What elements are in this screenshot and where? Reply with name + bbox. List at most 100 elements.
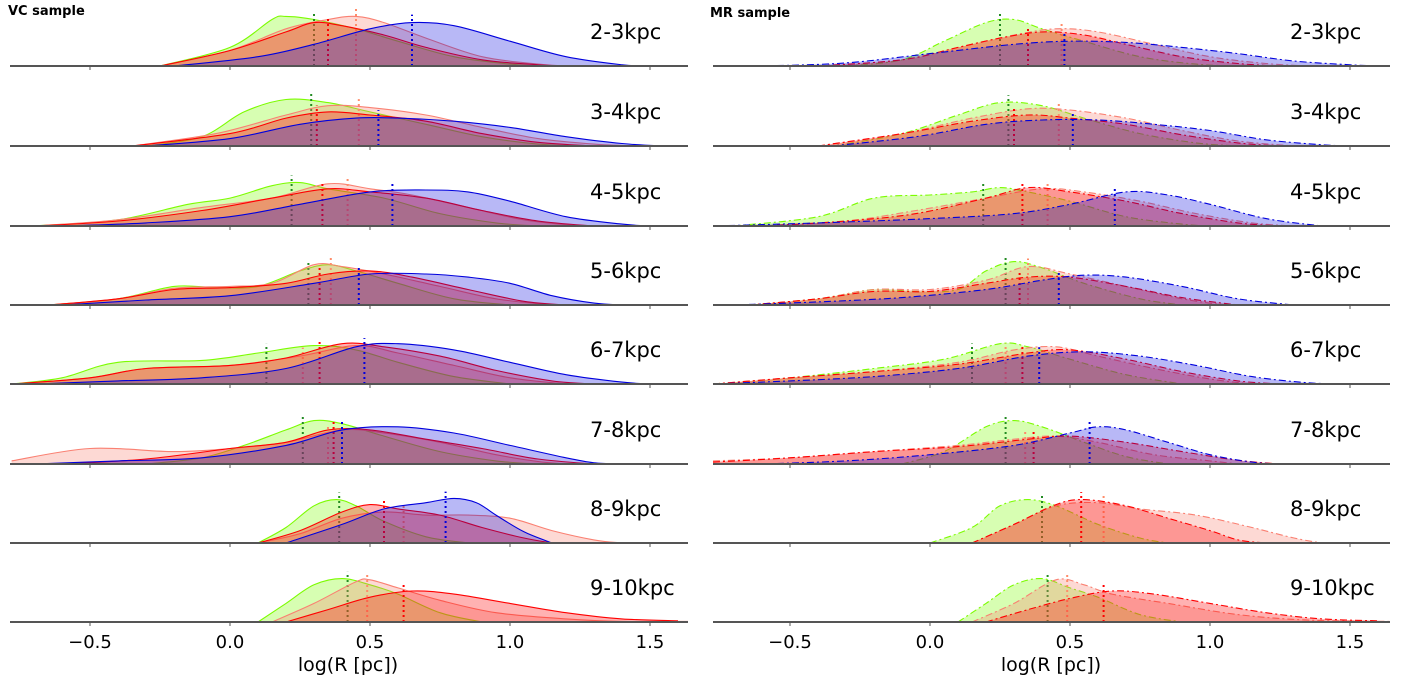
density-line-salmon xyxy=(131,104,637,147)
density-area-blue xyxy=(713,351,1350,384)
panel-title-vc: VC sample xyxy=(8,4,85,19)
density-area-red xyxy=(62,428,594,464)
density-line-salmon xyxy=(159,15,567,67)
density-area-blue xyxy=(146,117,664,146)
density-line-salmon xyxy=(817,28,1309,67)
density-line-blue xyxy=(831,118,1351,147)
density-line-green xyxy=(159,15,539,67)
density-line-red xyxy=(257,503,553,544)
x-tick-label: 1.5 xyxy=(1336,632,1365,653)
row-label: 7-8kpc xyxy=(1290,418,1361,442)
density-line-red xyxy=(817,31,1281,67)
density-area-salmon xyxy=(972,502,1322,543)
ridge-mr-1: 3-4kpc xyxy=(713,95,1390,150)
ridge-vc-5: 7-8kpc xyxy=(10,416,688,468)
x-tick-label: −0.5 xyxy=(768,632,812,653)
density-line-red xyxy=(761,186,1281,227)
density-area-red xyxy=(713,436,1280,464)
density-area-green xyxy=(930,499,1168,543)
density-line-salmon xyxy=(47,263,553,306)
density-line-blue xyxy=(761,426,1281,465)
density-line-salmon xyxy=(971,501,1323,544)
panel-mr: MR sample log(R [pc]) xyxy=(710,6,1101,676)
row-label: 6-7kpc xyxy=(590,338,661,362)
density-area-salmon xyxy=(818,108,1294,146)
density-area-red xyxy=(258,504,552,543)
ridge-mr-4: 6-7kpc xyxy=(712,338,1390,388)
density-area-green xyxy=(258,499,468,543)
density-area-salmon xyxy=(748,266,1224,305)
density-line-blue xyxy=(61,272,623,306)
density-line-blue xyxy=(712,351,1351,385)
density-area-blue xyxy=(34,426,622,464)
plot-vc: 2-3kpc 3-4kpc 4-5kpc 5-6kpc 6-7kpc 7-8kpc 8-9k… xyxy=(10,8,689,653)
x-tick-label: 0.5 xyxy=(356,632,385,653)
ridge-mr-2: 4-5kpc xyxy=(712,180,1390,230)
row-label: 6-7kpc xyxy=(1290,338,1361,362)
density-line-blue xyxy=(33,426,623,465)
x-tick-label: 0.0 xyxy=(216,632,245,653)
density-line-red xyxy=(131,111,595,147)
density-area-blue xyxy=(34,343,650,384)
density-area-salmon xyxy=(11,345,567,384)
row-label: 4-5kpc xyxy=(1290,180,1361,204)
row-label: 9-10kpc xyxy=(590,576,675,600)
density-line-red xyxy=(11,342,595,385)
density-area-red xyxy=(132,111,594,146)
density-area-red xyxy=(762,187,1280,226)
density-line-red xyxy=(61,427,595,465)
density-line-salmon xyxy=(271,578,689,623)
density-area-blue xyxy=(713,191,1322,226)
density-line-red xyxy=(47,270,567,306)
ridge-mr-0: 2-3kpc xyxy=(713,13,1390,70)
density-line-red xyxy=(712,349,1281,385)
plot-mr: 2-3kpc 3-4kpc 4-5kpc 5-6kpc 6-7kpc 7-8kpc 8-9k… xyxy=(712,13,1391,653)
density-line-blue xyxy=(173,21,651,67)
row-label: 8-9kpc xyxy=(590,497,661,521)
ridge-mr-5: 7-8kpc xyxy=(712,414,1390,468)
density-area-salmon xyxy=(818,28,1308,66)
density-area-green xyxy=(832,102,1238,146)
density-line-blue xyxy=(61,189,651,227)
density-area-red xyxy=(818,114,1280,146)
density-area-blue xyxy=(62,273,622,305)
density-line-red xyxy=(817,114,1281,147)
density-area-blue xyxy=(62,189,650,226)
density-area-green xyxy=(160,15,538,67)
density-line-blue xyxy=(761,40,1379,67)
density-area-green xyxy=(48,264,510,305)
density-area-green xyxy=(34,182,538,226)
xlabel-vc: log(R [pc]) xyxy=(298,654,398,676)
density-line-blue xyxy=(733,274,1295,306)
row-label: 8-9kpc xyxy=(1290,497,1361,521)
ridge-vc-3: 5-6kpc xyxy=(10,257,688,309)
row-label: 7-8kpc xyxy=(590,418,661,442)
density-line-green xyxy=(957,578,1183,623)
x-tick-label: 0.5 xyxy=(1056,632,1085,653)
density-line-blue xyxy=(285,497,553,544)
density-area-red xyxy=(972,499,1266,543)
density-line-red xyxy=(971,499,1267,544)
density-line-green xyxy=(145,419,539,465)
density-area-green xyxy=(11,345,510,384)
x-tick-label: 1.0 xyxy=(496,632,525,653)
ridge-vc-0: 2-3kpc xyxy=(10,8,688,70)
density-area-red xyxy=(48,270,566,305)
density-area-salmon xyxy=(48,263,552,305)
ridge-mr-7: 9-10kpc xyxy=(713,572,1391,626)
density-area-red xyxy=(818,31,1280,66)
xlabel-mr: log(R [pc]) xyxy=(1001,654,1101,676)
density-area-blue xyxy=(734,275,1294,305)
ridge-vc-6: 8-9kpc xyxy=(10,491,688,547)
density-line-green xyxy=(901,420,1169,465)
density-line-red xyxy=(985,590,1379,623)
density-area-salmon xyxy=(11,429,567,464)
density-area-blue xyxy=(762,41,1378,66)
density-area-red xyxy=(286,590,678,622)
density-line-green xyxy=(831,101,1239,147)
density-area-red xyxy=(160,22,566,66)
density-area-green xyxy=(748,261,1182,305)
density-area-salmon xyxy=(762,188,1294,226)
density-area-red xyxy=(748,276,1238,305)
density-line-blue xyxy=(33,342,651,385)
